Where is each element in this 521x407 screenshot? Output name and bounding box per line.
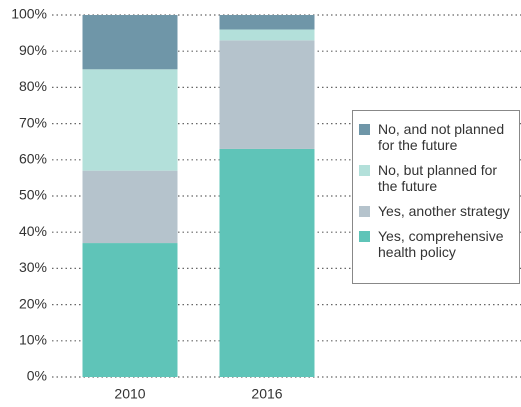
legend-label: No, but planned for the future (378, 162, 498, 194)
y-tick-label: 20% (19, 295, 47, 311)
legend-item: No, and not planned for the future (359, 121, 513, 153)
y-tick-label: 70% (19, 114, 47, 130)
legend-item: Yes, comprehensive health policy (359, 228, 513, 260)
y-tick-label: 90% (19, 42, 47, 58)
y-tick-label: 0% (27, 368, 47, 384)
legend-swatch (359, 231, 370, 242)
bar-segment (82, 243, 178, 377)
legend-label: Yes, comprehensive health policy (378, 228, 504, 260)
legend-swatch (359, 124, 370, 135)
legend-label: No, and not planned for the future (378, 121, 505, 153)
x-tick-label: 2010 (114, 386, 145, 402)
bar-segment (219, 29, 315, 41)
bar-segment (82, 170, 178, 244)
y-tick-label: 40% (19, 223, 47, 239)
legend-item: No, but planned for the future (359, 162, 513, 194)
y-tick-label: 100% (11, 6, 47, 22)
x-tick-label: 2016 (251, 386, 282, 402)
y-tick-label: 60% (19, 151, 47, 167)
bar-segment (82, 15, 178, 70)
bar-segment (219, 148, 315, 377)
y-tick-label: 50% (19, 187, 47, 203)
legend-swatch (359, 206, 370, 217)
legend-item: Yes, another strategy (359, 203, 513, 219)
bar-segment (82, 69, 178, 171)
legend-swatch (359, 165, 370, 176)
y-tick-label: 10% (19, 332, 47, 348)
y-tick-label: 30% (19, 259, 47, 275)
y-tick-label: 80% (19, 78, 47, 94)
legend: No, and not planned for the future No, bu… (352, 110, 520, 284)
legend-label: Yes, another strategy (378, 203, 510, 219)
bar-segment (219, 40, 315, 149)
bar-segment (219, 15, 315, 30)
